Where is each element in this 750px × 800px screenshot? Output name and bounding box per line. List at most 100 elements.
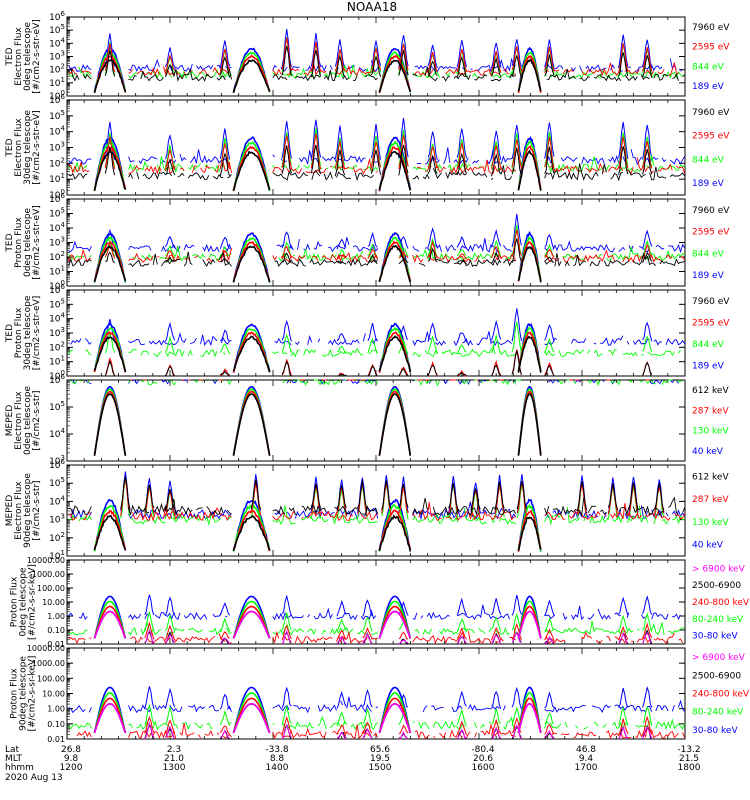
y-axis-title-line: Electron Flux — [14, 391, 24, 450]
event-spike — [144, 594, 155, 616]
event-spike — [281, 145, 292, 174]
event-spike — [456, 636, 467, 644]
pass-arc — [232, 390, 271, 456]
background-noise — [68, 620, 685, 636]
event-spike — [618, 631, 629, 645]
event-spike — [281, 319, 292, 342]
event-spike — [336, 691, 347, 709]
y-tick-label: 100.00 — [37, 674, 65, 683]
event-spike — [250, 479, 261, 510]
x-row-value: 9.8 — [64, 754, 79, 764]
event-spike — [398, 144, 409, 176]
event-spike — [654, 486, 665, 519]
event-spike — [398, 339, 409, 354]
event-spike — [544, 732, 555, 739]
event-spike — [398, 258, 409, 265]
series-green — [68, 128, 685, 192]
y-tick-label: 101 — [49, 76, 65, 89]
panel-frame — [66, 198, 686, 287]
y-axis-title-line: Electron Flux — [14, 27, 24, 86]
panel-5: 103 104 105 106 MEPED Electron Flux 0deg teles… — [5, 373, 729, 467]
y-tick-label: 10000.00 — [27, 556, 65, 565]
event-spike — [220, 368, 230, 376]
y-tick-label: 101 — [49, 172, 65, 185]
event-spike — [511, 612, 522, 631]
event-spike — [398, 638, 409, 645]
x-row-value: 26.8 — [61, 745, 81, 755]
y-tick-label: 105 — [49, 109, 65, 122]
event-spike — [336, 483, 347, 509]
y-tick-label: 102 — [49, 340, 65, 353]
event-spike — [516, 480, 528, 510]
event-spike — [642, 726, 653, 740]
event-spike — [281, 358, 292, 376]
event-spike — [164, 687, 176, 709]
series-black — [68, 144, 686, 192]
event-spike — [334, 149, 346, 177]
event-spike — [337, 373, 347, 377]
event-spike — [398, 730, 409, 740]
y-axis-title-line: 90deg telescope — [23, 473, 33, 548]
event-spike — [544, 628, 555, 641]
legend-red: 240-800 keV — [692, 598, 750, 608]
pass-arc — [93, 692, 127, 734]
y-tick-label: 100 — [49, 89, 65, 102]
event-spike — [427, 336, 438, 354]
y-tick-label: 101 — [49, 549, 65, 562]
event-spike — [164, 719, 176, 734]
x-row-value: 2.3 — [167, 745, 181, 755]
y-tick-label: 106 — [49, 192, 65, 205]
event-spike — [336, 238, 347, 250]
legend-green: 844 eV — [692, 249, 725, 259]
y-tick-label: 104 — [49, 312, 65, 325]
pass-arc — [232, 686, 271, 734]
event-spike — [456, 627, 467, 640]
event-spike — [281, 611, 292, 631]
pass-arc — [378, 697, 412, 734]
event-spike — [336, 254, 347, 259]
event-spike — [370, 48, 382, 71]
event-spike — [456, 720, 467, 736]
y-axis-title-line: MEPED — [5, 405, 15, 437]
background-noise — [68, 630, 684, 645]
event-spike — [511, 147, 522, 175]
y-tick-label: 103 — [49, 50, 65, 63]
y-axis-title-line: 0deg telescope — [23, 22, 33, 92]
event-spike — [456, 690, 467, 710]
x-row-value: 21.0 — [164, 754, 184, 764]
y-tick-label: 1000.00 — [32, 659, 65, 668]
event-spike — [336, 489, 347, 519]
event-spike — [642, 622, 653, 639]
event-spike — [642, 335, 653, 353]
event-spike — [367, 338, 378, 354]
event-spike — [164, 488, 176, 511]
pass-arc — [232, 59, 271, 94]
background-noise — [69, 63, 683, 76]
event-spike — [164, 365, 175, 377]
pass-arc — [378, 514, 412, 552]
pass-arc — [517, 516, 542, 552]
event-spike — [511, 350, 522, 375]
y-axis-title-line: Electron Flux — [14, 481, 24, 540]
event-spike — [164, 54, 176, 72]
pass-arc — [378, 150, 412, 191]
event-spike — [470, 487, 481, 511]
y-tick-label: 0.01 — [47, 640, 65, 649]
y-tick-label: 102 — [49, 531, 65, 544]
x-row-value: 1700 — [575, 763, 598, 773]
series-blue — [68, 29, 683, 94]
panel-frame — [66, 379, 686, 462]
series-blue — [69, 594, 685, 639]
event-spike — [336, 724, 347, 735]
y-tick-label: 105 — [49, 297, 65, 310]
event-spike — [104, 43, 116, 73]
event-spike — [576, 481, 588, 511]
event-spike — [219, 152, 231, 177]
panel-frame — [66, 99, 686, 196]
x-row-value: 1400 — [266, 763, 289, 773]
event-spike — [544, 635, 555, 645]
event-spike — [398, 631, 409, 640]
event-spike — [618, 687, 629, 708]
legend-blue: 30-80 keV — [692, 726, 738, 736]
pass-arc — [517, 686, 542, 734]
